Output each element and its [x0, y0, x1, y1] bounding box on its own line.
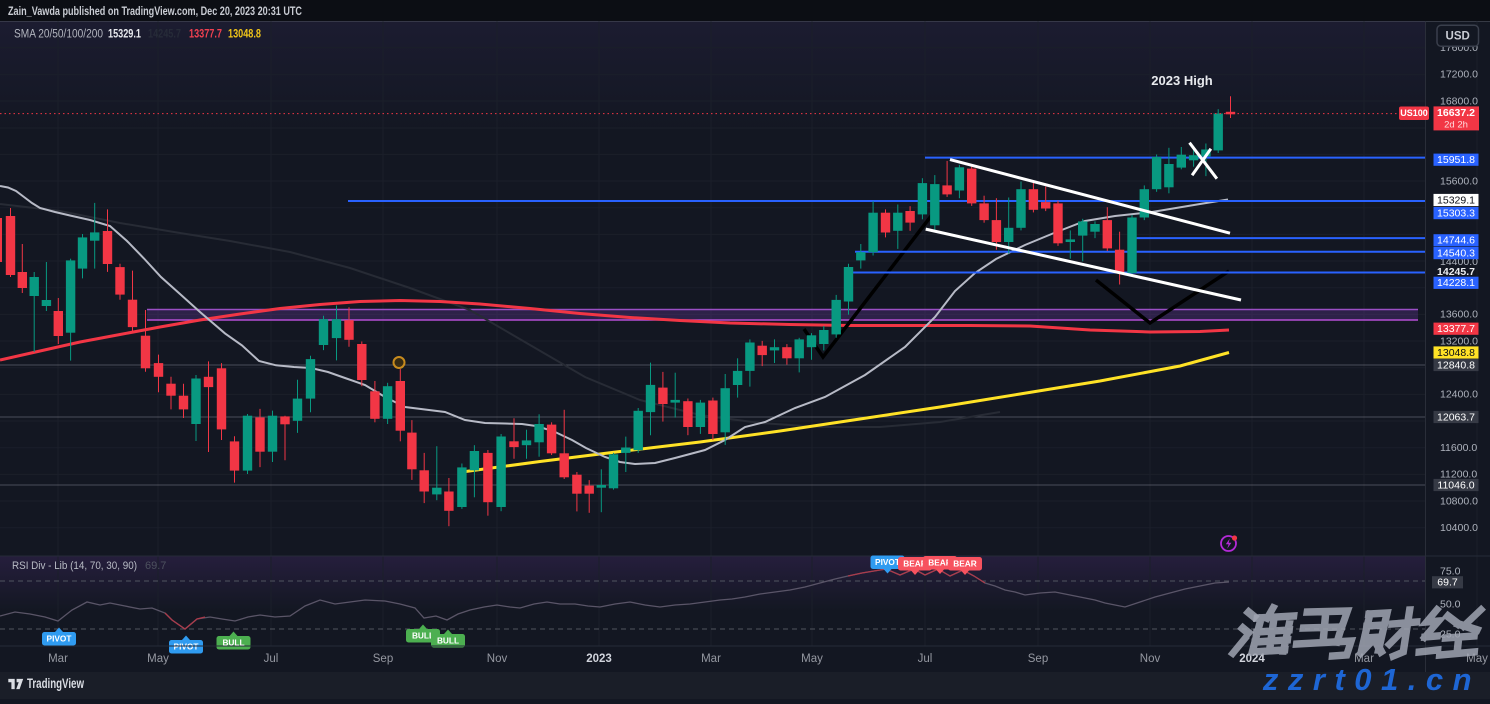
svg-text:USD: USD — [1446, 30, 1470, 42]
svg-text:10800.0: 10800.0 — [1440, 495, 1478, 507]
svg-text:17200.0: 17200.0 — [1440, 69, 1478, 81]
svg-text:14228.1: 14228.1 — [1437, 277, 1475, 289]
svg-text:16800.0: 16800.0 — [1440, 95, 1478, 107]
svg-text:Nov: Nov — [487, 653, 508, 665]
svg-text:13048.8: 13048.8 — [1437, 347, 1475, 359]
svg-text:BULL: BULL — [222, 637, 244, 647]
svg-text:zzrt01.cn: zzrt01.cn — [1262, 662, 1481, 697]
svg-text:12063.7: 12063.7 — [1437, 411, 1475, 423]
svg-text:11200.0: 11200.0 — [1440, 469, 1477, 481]
svg-text:May: May — [1466, 653, 1488, 665]
svg-text:14245.7: 14245.7 — [148, 29, 181, 41]
svg-text:PIVOT: PIVOT — [47, 633, 72, 643]
svg-text:13377.7: 13377.7 — [189, 29, 222, 41]
svg-text:12840.8: 12840.8 — [1437, 359, 1475, 371]
svg-text:US100: US100 — [1400, 108, 1428, 118]
svg-text:BULL: BULL — [437, 635, 459, 645]
svg-text:PIVOT: PIVOT — [875, 557, 900, 567]
svg-text:14744.6: 14744.6 — [1437, 235, 1475, 247]
svg-text:10400.0: 10400.0 — [1440, 522, 1478, 534]
svg-text:11046.0: 11046.0 — [1437, 479, 1474, 491]
svg-text:13048.8: 13048.8 — [228, 29, 261, 41]
svg-text:16637.2: 16637.2 — [1437, 107, 1475, 119]
svg-text:15329.1: 15329.1 — [1437, 194, 1475, 206]
svg-text:May: May — [801, 653, 823, 665]
svg-text:11600.0: 11600.0 — [1440, 442, 1477, 454]
svg-text:69.7: 69.7 — [1437, 577, 1458, 589]
svg-text:Jul: Jul — [918, 653, 933, 665]
svg-text:BEAR: BEAR — [903, 558, 927, 568]
svg-text:Sep: Sep — [373, 653, 393, 665]
svg-text:Zain_Vawda published on Tradin: Zain_Vawda published on TradingView.com,… — [8, 4, 302, 18]
svg-text:14245.7: 14245.7 — [1437, 266, 1475, 278]
svg-text:15951.8: 15951.8 — [1437, 154, 1475, 166]
svg-text:12400.0: 12400.0 — [1440, 389, 1478, 401]
svg-text:2024: 2024 — [1239, 653, 1265, 665]
svg-text:15329.1: 15329.1 — [108, 29, 141, 41]
svg-text:15600.0: 15600.0 — [1440, 175, 1478, 187]
svg-text:13377.7: 13377.7 — [1437, 323, 1475, 335]
svg-text:15303.3: 15303.3 — [1437, 207, 1475, 219]
svg-text:13200.0: 13200.0 — [1440, 335, 1478, 347]
svg-text:RSI Div - Lib (14, 70, 30, 90): RSI Div - Lib (14, 70, 30, 90) — [12, 560, 137, 572]
svg-text:Mar: Mar — [701, 653, 721, 665]
svg-text:2023 High: 2023 High — [1151, 73, 1212, 88]
svg-text:Nov: Nov — [1140, 653, 1161, 665]
svg-text:May: May — [147, 653, 169, 665]
svg-text:2023: 2023 — [586, 653, 612, 665]
svg-text:SMA 20/50/100/200: SMA 20/50/100/200 — [14, 29, 103, 41]
svg-text:TradingView: TradingView — [27, 676, 84, 691]
svg-text:14540.3: 14540.3 — [1437, 247, 1475, 259]
svg-text:69.7: 69.7 — [145, 560, 166, 572]
svg-text:BEAR: BEAR — [928, 557, 952, 567]
svg-text:Mar: Mar — [48, 653, 68, 665]
svg-text:BEAR: BEAR — [953, 558, 977, 568]
svg-text:13600.0: 13600.0 — [1440, 309, 1478, 321]
svg-text:75.0: 75.0 — [1440, 565, 1461, 577]
svg-text:50.0: 50.0 — [1440, 598, 1461, 610]
svg-text:2d 2h: 2d 2h — [1444, 120, 1468, 131]
svg-text:BULL: BULL — [412, 630, 434, 640]
svg-text:Jul: Jul — [264, 653, 279, 665]
svg-text:Sep: Sep — [1028, 653, 1048, 665]
